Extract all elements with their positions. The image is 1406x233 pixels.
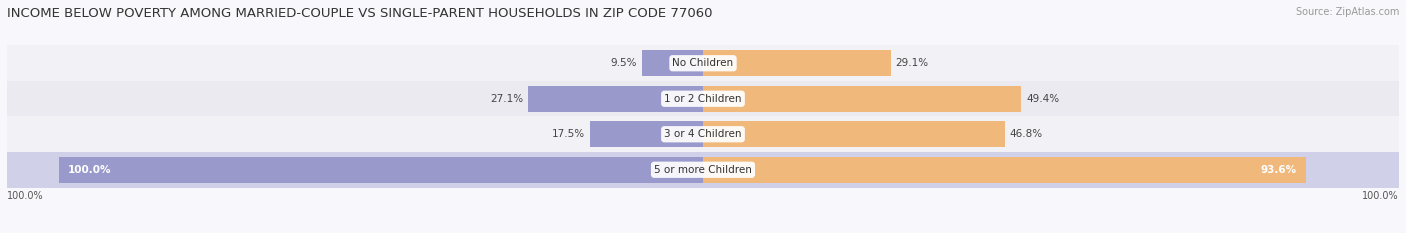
Bar <box>7 152 1399 188</box>
Text: 100.0%: 100.0% <box>69 165 111 175</box>
Bar <box>529 86 703 112</box>
Bar <box>703 157 1306 182</box>
Text: 93.6%: 93.6% <box>1260 165 1296 175</box>
Bar <box>7 45 1399 81</box>
Bar <box>703 86 1021 112</box>
Text: 3 or 4 Children: 3 or 4 Children <box>664 129 742 139</box>
Bar <box>703 51 890 76</box>
Text: 49.4%: 49.4% <box>1026 94 1060 104</box>
Text: 27.1%: 27.1% <box>491 94 523 104</box>
Text: 17.5%: 17.5% <box>553 129 585 139</box>
Bar <box>59 157 703 182</box>
Text: 100.0%: 100.0% <box>1362 191 1399 201</box>
Text: 46.8%: 46.8% <box>1010 129 1043 139</box>
Text: Source: ZipAtlas.com: Source: ZipAtlas.com <box>1295 7 1399 17</box>
Bar <box>703 121 1004 147</box>
Bar <box>591 121 703 147</box>
Bar <box>7 116 1399 152</box>
Text: 29.1%: 29.1% <box>896 58 929 68</box>
Text: No Children: No Children <box>672 58 734 68</box>
Text: 1 or 2 Children: 1 or 2 Children <box>664 94 742 104</box>
Text: 9.5%: 9.5% <box>610 58 637 68</box>
Text: 100.0%: 100.0% <box>7 191 44 201</box>
Text: INCOME BELOW POVERTY AMONG MARRIED-COUPLE VS SINGLE-PARENT HOUSEHOLDS IN ZIP COD: INCOME BELOW POVERTY AMONG MARRIED-COUPL… <box>7 7 713 20</box>
Bar <box>641 51 703 76</box>
Text: 5 or more Children: 5 or more Children <box>654 165 752 175</box>
Bar <box>7 81 1399 116</box>
